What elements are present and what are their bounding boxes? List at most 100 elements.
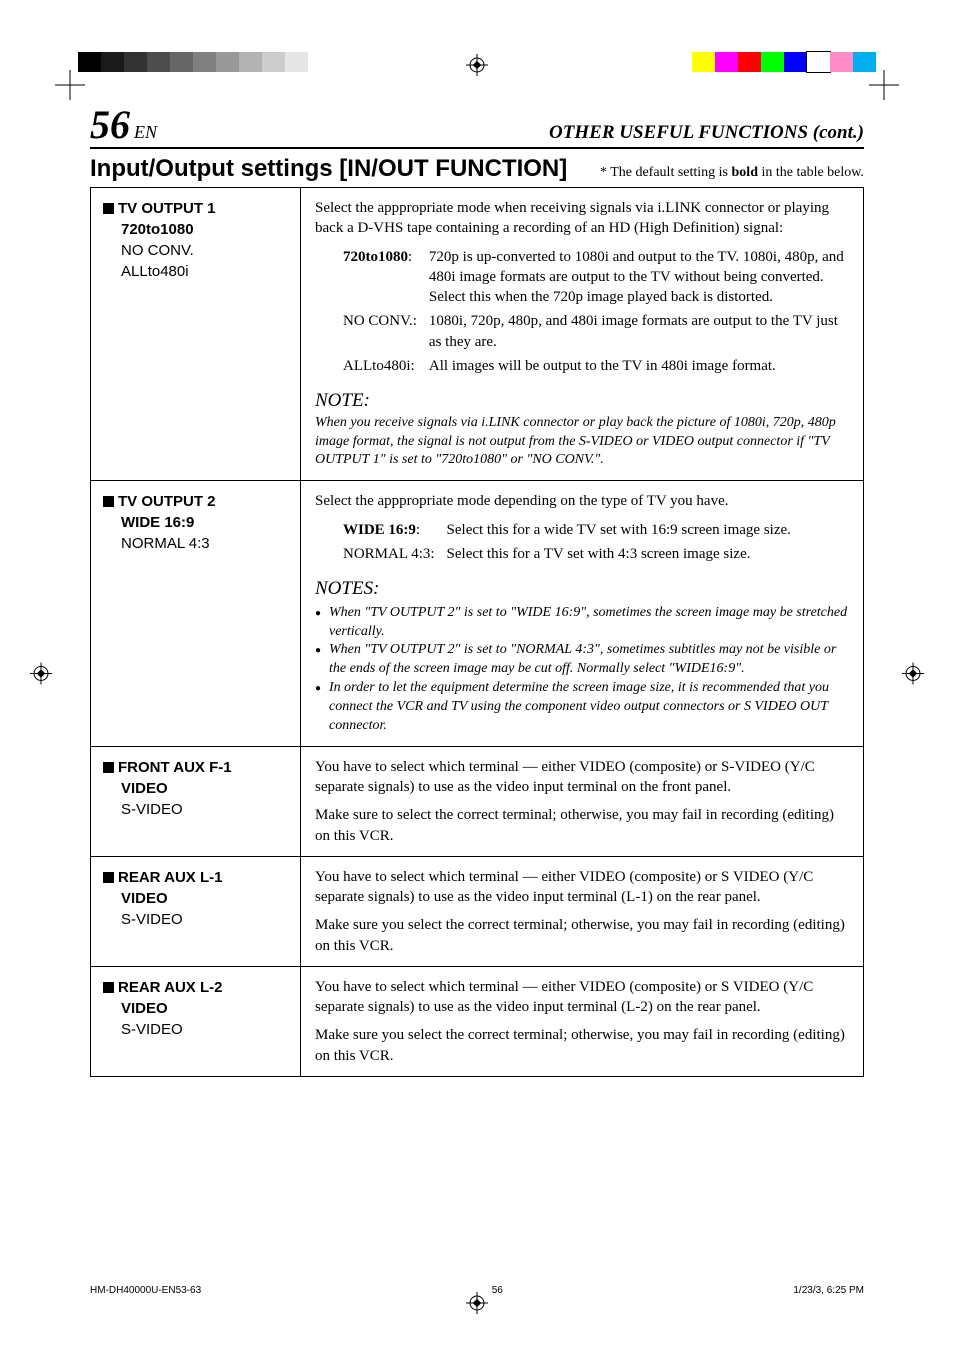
para-text: Make sure you select the correct termina…	[315, 915, 849, 956]
setting-name-text: TV OUTPUT 1	[118, 200, 216, 217]
default-note-prefix: * The default setting is	[600, 165, 732, 180]
crop-mark-icon	[869, 70, 899, 105]
setting-name-text: FRONT AUX F-1	[118, 759, 232, 776]
note-bullet-item: When "TV OUTPUT 2" is set to "WIDE 16:9"…	[315, 604, 849, 642]
swatch	[692, 52, 715, 72]
definition-desc: 720p is up-converted to 1080i and output…	[429, 247, 849, 312]
swatch	[830, 52, 853, 72]
note-bullet-item: When "TV OUTPUT 2" is set to "NORMAL 4:3…	[315, 641, 849, 679]
setting-left: REAR AUX L-2VIDEOS-VIDEO	[91, 967, 301, 1076]
note-heading: NOTE:	[315, 388, 849, 414]
setting-name: TV OUTPUT 2	[103, 491, 288, 512]
definition-list: WIDE 16:9:Select this for a wide TV set …	[315, 520, 791, 569]
setting-option: ALLto480i	[103, 261, 288, 282]
note-body: When you receive signals via i.LINK conn…	[315, 414, 849, 471]
setting-description: You have to select which terminal — eith…	[301, 857, 863, 966]
swatch	[784, 52, 807, 72]
setting-name-text: TV OUTPUT 2	[118, 493, 216, 510]
setting-description: You have to select which terminal — eith…	[301, 967, 863, 1076]
square-bullet-icon	[103, 762, 114, 773]
para-text: You have to select which terminal — eith…	[315, 757, 849, 798]
section-header: Input/Output settings [IN/OUT FUNCTION] …	[90, 155, 864, 183]
page: 56EN OTHER USEFUL FUNCTIONS (cont.) Inpu…	[0, 0, 954, 1351]
default-note-bold: bold	[732, 165, 758, 180]
square-bullet-icon	[103, 982, 114, 993]
definition-row: ALLto480i:All images will be output to t…	[315, 356, 849, 380]
definition-desc: Select this for a wide TV set with 16:9 …	[447, 520, 791, 544]
footer-left: HM-DH40000U-EN53-63	[90, 1285, 201, 1296]
swatch	[101, 52, 124, 72]
footer-center: 56	[492, 1285, 503, 1296]
setting-option: 720to1080	[103, 219, 288, 240]
definition-row: 720to1080:720p is up-converted to 1080i …	[315, 247, 849, 312]
swatch	[285, 52, 308, 72]
setting-name: FRONT AUX F-1	[103, 757, 288, 778]
content-area: 56EN OTHER USEFUL FUNCTIONS (cont.) Inpu…	[70, 105, 884, 1077]
default-note-suffix: in the table below.	[758, 165, 864, 180]
swatch	[807, 52, 830, 72]
registration-mark-icon	[466, 1292, 488, 1319]
crop-mark-icon	[55, 70, 85, 105]
section-title: Input/Output settings [IN/OUT FUNCTION]	[90, 155, 567, 183]
note-bullets: When "TV OUTPUT 2" is set to "WIDE 16:9"…	[315, 604, 849, 736]
setting-option: VIDEO	[103, 778, 288, 799]
swatch	[193, 52, 216, 72]
footer-right: 1/23/3, 6:25 PM	[793, 1285, 864, 1296]
page-title: OTHER USEFUL FUNCTIONS (cont.)	[549, 122, 864, 144]
swatch	[216, 52, 239, 72]
note-heading: NOTES:	[315, 576, 849, 602]
para-text: Make sure to select the correct terminal…	[315, 805, 849, 846]
swatch	[124, 52, 147, 72]
settings-row: REAR AUX L-2VIDEOS-VIDEO You have to sele…	[91, 967, 863, 1076]
square-bullet-icon	[103, 203, 114, 214]
setting-option: NO CONV.	[103, 240, 288, 261]
definition-term: NORMAL 4:3:	[315, 544, 447, 568]
setting-name-text: REAR AUX L-1	[118, 869, 222, 886]
definition-desc: 1080i, 720p, 480p, and 480i image format…	[429, 311, 849, 356]
registration-mark-icon	[30, 662, 52, 689]
definition-term: ALLto480i:	[315, 356, 429, 380]
setting-option: S-VIDEO	[103, 799, 288, 820]
setting-option: WIDE 16:9	[103, 512, 288, 533]
swatch	[262, 52, 285, 72]
definition-row: NO CONV.:1080i, 720p, 480p, and 480i ima…	[315, 311, 849, 356]
settings-table: TV OUTPUT 1 720to1080NO CONV.ALLto480i Sel…	[90, 187, 864, 1077]
grayscale-bar	[78, 52, 308, 72]
printer-marks-top	[0, 42, 954, 72]
swatch	[715, 52, 738, 72]
setting-option: VIDEO	[103, 888, 288, 909]
page-number-block: 56EN	[90, 105, 157, 145]
intro-text: Select the apppropriate mode depending o…	[315, 491, 849, 511]
setting-name: REAR AUX L-1	[103, 867, 288, 888]
definition-row: NORMAL 4:3:Select this for a TV set with…	[315, 544, 791, 568]
registration-mark-icon	[466, 54, 488, 81]
definition-term: NO CONV.:	[315, 311, 429, 356]
square-bullet-icon	[103, 872, 114, 883]
para-text: Make sure you select the correct termina…	[315, 1025, 849, 1066]
registration-mark-icon	[902, 662, 924, 689]
intro-text: Select the apppropriate mode when receiv…	[315, 198, 849, 239]
setting-description: Select the apppropriate mode depending o…	[301, 481, 863, 746]
swatch	[853, 52, 876, 72]
setting-option: VIDEO	[103, 998, 288, 1019]
definition-list: 720to1080:720p is up-converted to 1080i …	[315, 247, 849, 381]
definition-term: 720to1080:	[315, 247, 429, 312]
settings-row: TV OUTPUT 2 WIDE 16:9NORMAL 4:3 Select the…	[91, 481, 863, 747]
square-bullet-icon	[103, 496, 114, 507]
setting-option: NORMAL 4:3	[103, 533, 288, 554]
setting-left: FRONT AUX F-1 VIDEOS-VIDEO	[91, 747, 301, 856]
default-note: * The default setting is bold in the tab…	[600, 165, 864, 181]
para-text: You have to select which terminal — eith…	[315, 867, 849, 908]
swatch	[239, 52, 262, 72]
setting-name: TV OUTPUT 1	[103, 198, 288, 219]
note-bullet-item: In order to let the equipment determine …	[315, 679, 849, 736]
setting-name: REAR AUX L-2	[103, 977, 288, 998]
setting-left: REAR AUX L-1 VIDEOS-VIDEO	[91, 857, 301, 966]
para-text: You have to select which terminal — eith…	[315, 977, 849, 1018]
swatch	[170, 52, 193, 72]
settings-row: REAR AUX L-1 VIDEOS-VIDEO You have to sele…	[91, 857, 863, 967]
setting-option: S-VIDEO	[103, 909, 288, 930]
swatch	[761, 52, 784, 72]
definition-row: WIDE 16:9:Select this for a wide TV set …	[315, 520, 791, 544]
setting-left: TV OUTPUT 1 720to1080NO CONV.ALLto480i	[91, 188, 301, 480]
